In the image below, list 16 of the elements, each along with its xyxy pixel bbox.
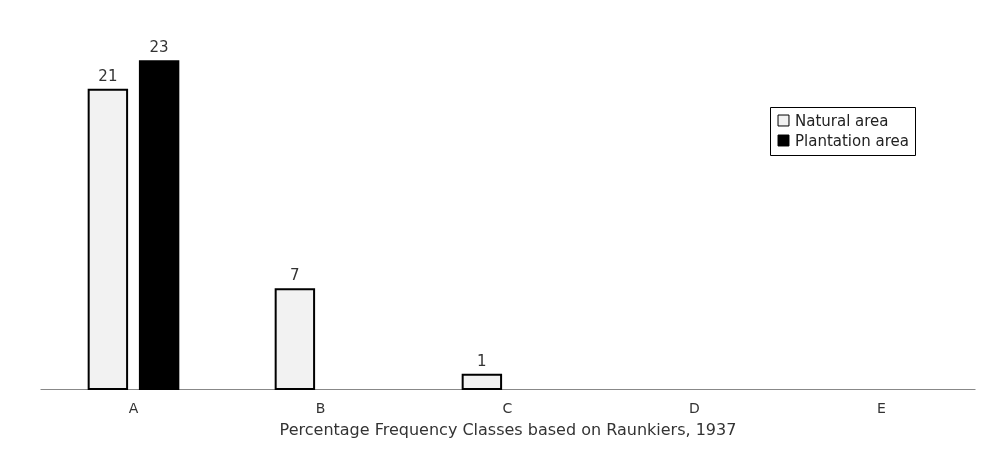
bar <box>274 288 316 390</box>
bar <box>461 373 503 390</box>
x-tick-label: C <box>502 399 513 416</box>
bar <box>87 88 129 390</box>
data-label: 7 <box>290 266 300 285</box>
x-tick-label: A <box>128 399 139 416</box>
x-tick-label: B <box>315 399 326 416</box>
data-label: 1 <box>477 351 487 370</box>
bar <box>138 60 180 390</box>
x-tick-label: E <box>877 399 886 416</box>
data-label: 23 <box>149 38 169 57</box>
x-axis-title: Percentage Frequency Classes based on Raunkiers, 1937 <box>279 419 737 439</box>
legend-label: Natural area <box>795 111 889 130</box>
data-label: 21 <box>98 66 118 85</box>
legend-label: Plantation area <box>795 131 909 150</box>
x-tick-label: D <box>689 399 700 416</box>
